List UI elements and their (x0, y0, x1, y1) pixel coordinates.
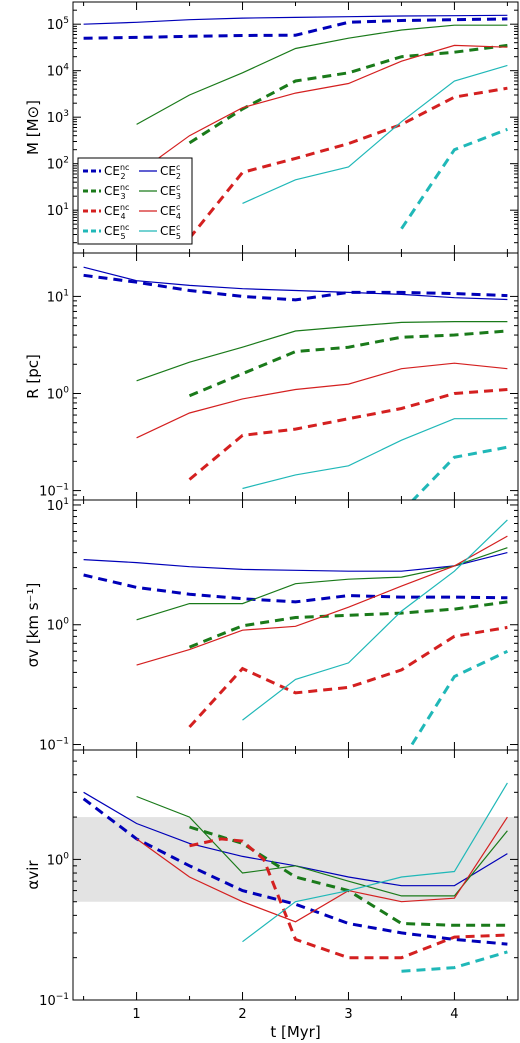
y-tick-label: 100 (47, 851, 70, 868)
series-line-CE5-c (242, 782, 508, 943)
series-line-CE3-nc (188, 43, 508, 145)
y-tick-label: 101 (47, 288, 69, 305)
axis-frame (72, 749, 519, 1001)
panel-radius: 10−1 100 101 R [pc] (24, 252, 519, 501)
y-axis-label: σv [km s⁻¹] (24, 583, 42, 668)
x-tick-label: 3 (344, 1007, 352, 1022)
series-line-CE3-nc (188, 600, 508, 649)
series-line-CE4-nc (188, 625, 508, 729)
panel-alpha: 10−1 100 αvir (24, 749, 519, 1009)
legend-entry: CEnc 3 (104, 183, 129, 201)
legend: CEnc 2 CEc 2 CEnc 3 CEc 3 CEnc 4 CEc 4 CEnc 5 CEc 5 (77, 157, 193, 245)
alpha-vir-band (73, 817, 518, 902)
series-line-CE5-nc (411, 445, 508, 500)
ticks-radius: 10−1 100 101 (39, 253, 518, 500)
legend-entry: CEc 4 (160, 203, 181, 221)
axis-frame (72, 499, 519, 751)
series-line-CE3-c (136, 321, 508, 382)
y-tick-label: 10−1 (39, 992, 69, 1009)
series-line-CE4-c (136, 362, 508, 439)
series-sigma (83, 519, 509, 746)
series-line-CE5-c (242, 64, 508, 204)
series-line-CE3-c (136, 795, 508, 897)
legend-entry: CEc 5 (160, 223, 181, 241)
y-tick-label: 105 (47, 16, 69, 33)
ticks-alpha: 10−1 100 (39, 750, 518, 1009)
series-line-CE2-nc (83, 17, 508, 40)
legend-entry: CEnc 2 (104, 163, 129, 181)
series-line-CE5-nc (410, 649, 509, 746)
y-axis-label: M [M⊙] (24, 100, 42, 155)
y-tick-label: 10−1 (39, 737, 69, 754)
ticks-sigma: 10−1 100 101 (39, 497, 518, 754)
y-axis-label: αvir (24, 860, 42, 890)
series-line-CE4-nc (188, 388, 508, 481)
series-line-CE5-nc (401, 950, 508, 973)
x-tick-label: 1 (132, 1007, 140, 1022)
x-tick-label: 2 (238, 1007, 246, 1022)
ticks-mass: 101 102 103 104 105 (47, 2, 518, 253)
x-axis-label: t [Myr] (270, 1023, 320, 1041)
legend-entry: CEnc 5 (104, 223, 129, 241)
legend-box (77, 157, 193, 245)
legend-entry: CEc 3 (160, 183, 181, 201)
y-axis-label: R [pc] (24, 354, 42, 399)
series-line-CE2-c (83, 552, 508, 572)
series-line-CE2-c (83, 14, 508, 25)
series-line-CE3-nc (188, 329, 508, 398)
x-tick-label: 4 (450, 1007, 458, 1022)
series-line-CE2-c (83, 266, 508, 301)
series-mass (83, 14, 508, 240)
series-line-CE4-c (136, 816, 508, 923)
series-line-CE3-c (136, 547, 508, 621)
series-alpha (82, 782, 508, 973)
legend-entry: CEnc 4 (104, 203, 129, 221)
series-line-CE2-nc (83, 273, 508, 302)
y-tick-label: 102 (47, 156, 69, 173)
series-line-CE4-c (136, 535, 508, 666)
legend-entry: CEc 2 (160, 163, 181, 181)
panel-sigma: 10−1 100 101 σv [km s⁻¹] (24, 497, 519, 754)
y-tick-label: 100 (47, 617, 70, 634)
series-line-CE5-c (242, 519, 508, 721)
series-line-CE3-c (136, 24, 508, 125)
y-tick-label: 10−1 (39, 483, 69, 500)
series-line-CE4-nc (189, 837, 508, 960)
y-tick-label: 100 (47, 386, 70, 403)
y-tick-label: 103 (47, 109, 69, 126)
series-line-CE2-nc (83, 573, 508, 604)
series-line-CE5-c (242, 418, 508, 490)
y-tick-label: 101 (47, 202, 69, 219)
y-tick-label: 101 (47, 497, 69, 514)
y-tick-label: 104 (47, 63, 70, 80)
series-radius (83, 266, 508, 500)
series-line-CE4-c (136, 44, 508, 175)
series-line-CE5-nc (400, 127, 508, 230)
